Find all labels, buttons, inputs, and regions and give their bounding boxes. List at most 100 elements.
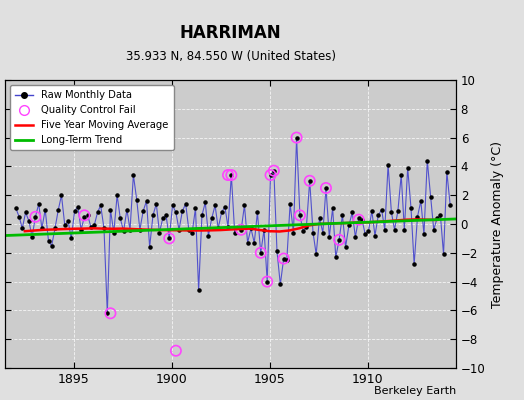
Point bbox=[305, 178, 314, 184]
Point bbox=[339, 212, 347, 218]
Point bbox=[433, 215, 441, 222]
Point bbox=[266, 172, 275, 178]
Point bbox=[241, 202, 249, 208]
Point bbox=[273, 248, 281, 254]
Point bbox=[116, 215, 124, 222]
Point bbox=[384, 162, 392, 168]
Point bbox=[253, 209, 261, 216]
Point bbox=[54, 206, 62, 213]
Point bbox=[123, 206, 131, 213]
Point bbox=[345, 222, 353, 229]
Point bbox=[257, 250, 265, 256]
Point bbox=[67, 235, 75, 242]
Point bbox=[188, 230, 196, 236]
Point bbox=[351, 234, 359, 240]
Point bbox=[358, 216, 366, 223]
Point bbox=[168, 202, 177, 208]
Point bbox=[51, 225, 59, 232]
Point bbox=[270, 168, 278, 174]
Point bbox=[31, 214, 40, 220]
Point bbox=[70, 208, 79, 214]
Point bbox=[355, 216, 363, 223]
Point bbox=[348, 209, 356, 216]
Point bbox=[194, 287, 203, 294]
Point bbox=[21, 209, 30, 216]
Point bbox=[100, 225, 108, 232]
Point bbox=[260, 226, 268, 233]
Point bbox=[427, 194, 435, 200]
Point bbox=[371, 232, 379, 239]
Point bbox=[286, 201, 294, 207]
Point bbox=[231, 230, 239, 236]
Point bbox=[250, 240, 258, 246]
Point bbox=[329, 205, 337, 211]
Point bbox=[380, 226, 389, 233]
Point bbox=[315, 215, 324, 222]
Point bbox=[244, 240, 252, 246]
Point bbox=[96, 202, 105, 208]
Point bbox=[292, 134, 301, 141]
Point bbox=[319, 230, 327, 236]
Point bbox=[276, 281, 285, 288]
Point bbox=[204, 232, 213, 239]
Point bbox=[113, 192, 122, 198]
Point bbox=[139, 208, 147, 214]
Point bbox=[184, 226, 193, 233]
Point bbox=[423, 158, 431, 164]
Point bbox=[64, 218, 72, 224]
Point bbox=[217, 209, 226, 216]
Point bbox=[266, 172, 275, 178]
Point bbox=[31, 214, 40, 220]
Point bbox=[106, 206, 115, 213]
Point bbox=[289, 230, 298, 236]
Point bbox=[41, 206, 49, 213]
Point bbox=[198, 212, 206, 218]
Point bbox=[270, 168, 278, 174]
Point bbox=[237, 226, 245, 233]
Point bbox=[234, 224, 242, 230]
Point bbox=[165, 235, 173, 242]
Point bbox=[93, 209, 102, 216]
Point bbox=[133, 196, 141, 203]
Point bbox=[61, 222, 69, 229]
Point bbox=[136, 226, 144, 233]
Point bbox=[86, 224, 95, 230]
Point bbox=[227, 172, 235, 178]
Point bbox=[312, 251, 320, 258]
Point bbox=[224, 224, 232, 230]
Point bbox=[305, 178, 314, 184]
Point bbox=[417, 198, 425, 204]
Text: Berkeley Earth: Berkeley Earth bbox=[374, 386, 456, 396]
Point bbox=[149, 212, 157, 218]
Point bbox=[48, 242, 56, 249]
Point bbox=[152, 201, 160, 207]
Point bbox=[292, 134, 301, 141]
Point bbox=[181, 201, 190, 207]
Point bbox=[282, 257, 291, 263]
Point bbox=[146, 244, 154, 250]
Point bbox=[296, 212, 304, 218]
Point bbox=[155, 230, 163, 236]
Point bbox=[77, 226, 85, 233]
Point bbox=[90, 222, 99, 229]
Point bbox=[80, 212, 89, 218]
Point bbox=[332, 254, 340, 260]
Point bbox=[211, 202, 219, 208]
Point bbox=[221, 204, 229, 210]
Point bbox=[413, 214, 422, 220]
Point bbox=[279, 255, 288, 262]
Point bbox=[35, 201, 43, 207]
Point bbox=[129, 172, 138, 178]
Point bbox=[341, 244, 350, 250]
Point bbox=[364, 228, 373, 234]
Point bbox=[237, 226, 245, 233]
Point bbox=[172, 348, 180, 354]
Point bbox=[407, 205, 415, 211]
Point bbox=[361, 231, 369, 237]
Point bbox=[299, 228, 308, 234]
Point bbox=[374, 212, 383, 218]
Point bbox=[38, 225, 46, 232]
Point bbox=[165, 235, 173, 242]
Point bbox=[214, 225, 222, 232]
Point bbox=[172, 209, 180, 216]
